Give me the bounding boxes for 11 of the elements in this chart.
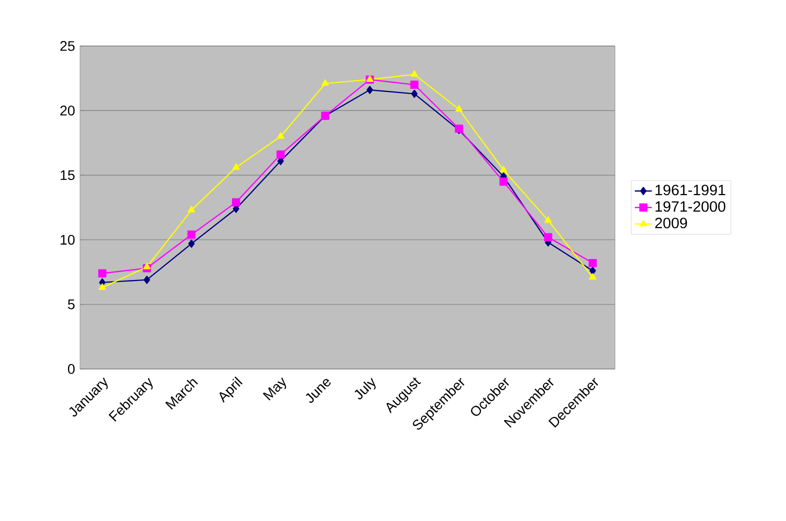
y-tick-label: 25 bbox=[60, 41, 75, 51]
x-tick-label: July bbox=[354, 378, 376, 400]
y-tick-label: 20 bbox=[60, 106, 75, 116]
legend-label: 2009 bbox=[655, 218, 687, 228]
y-tick-label: 10 bbox=[60, 234, 75, 245]
legend-label: 1971-2000 bbox=[656, 201, 726, 212]
y-tick-label: 15 bbox=[60, 170, 75, 180]
legend-label: 1961-1991 bbox=[656, 184, 726, 196]
y-tick-label: 0 bbox=[68, 364, 75, 374]
y-tick-label: 5 bbox=[68, 300, 75, 310]
x-tick-label: May bbox=[262, 377, 286, 400]
